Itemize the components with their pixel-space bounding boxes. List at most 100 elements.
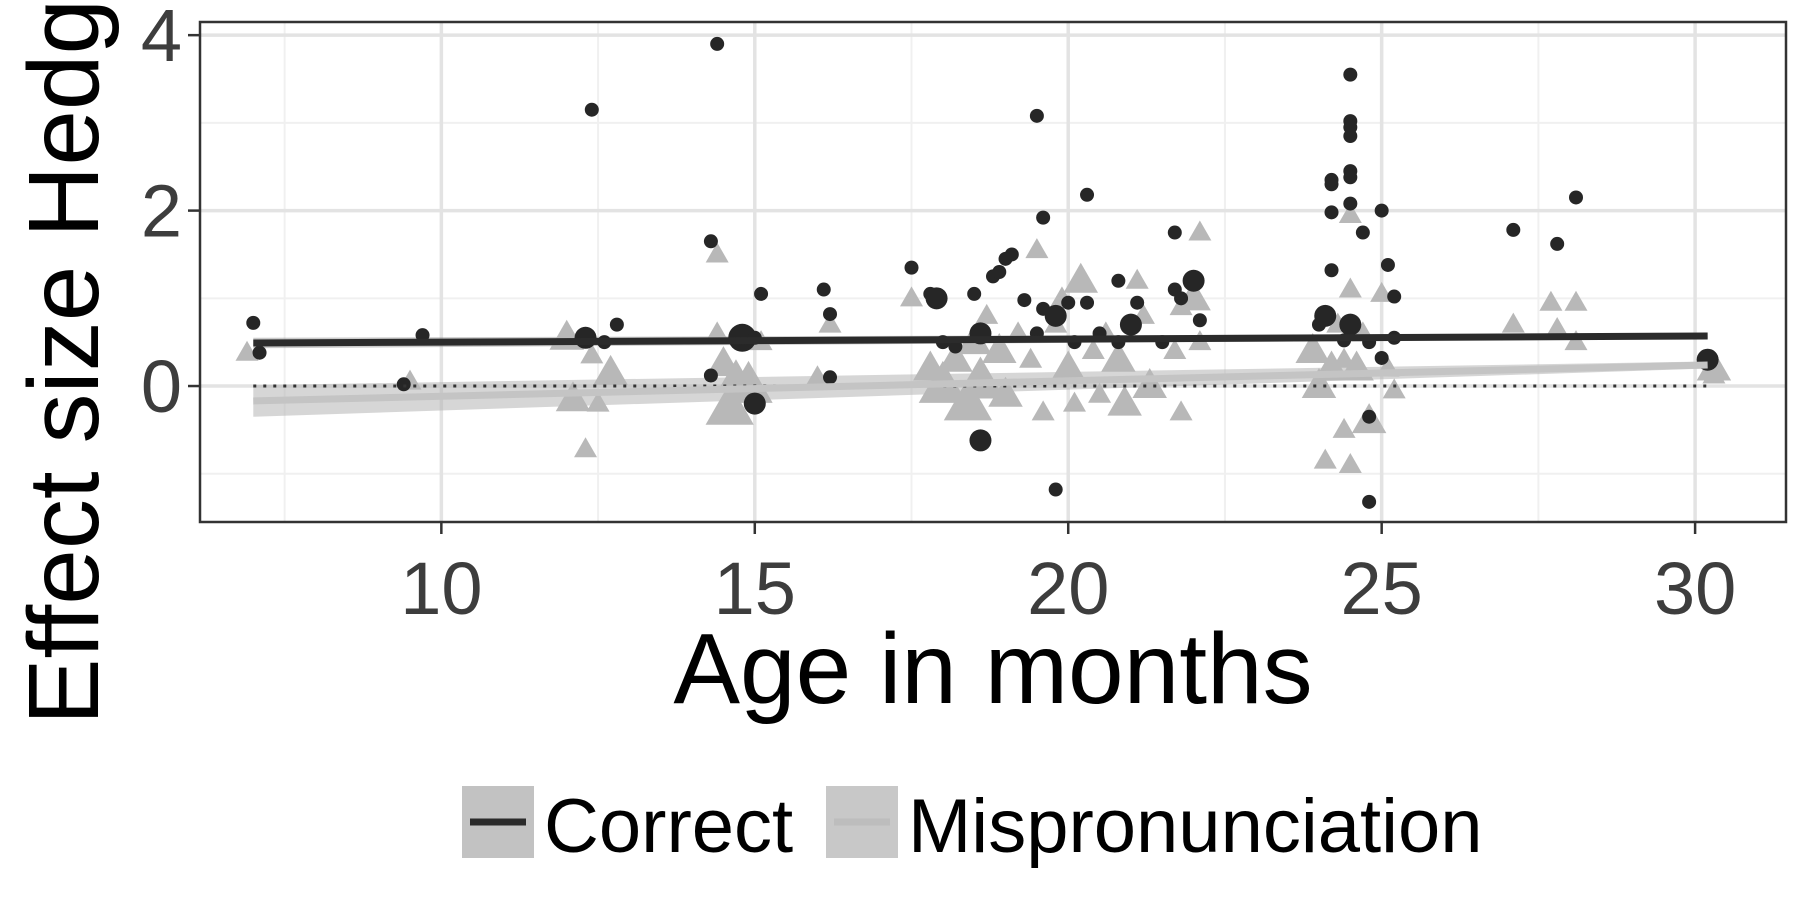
correct-point [1362,494,1377,509]
correct-point [396,377,411,392]
mispronunciation-point [1332,417,1356,438]
correct-point [1044,304,1067,327]
correct-point [743,392,766,415]
mispronunciation-point [1050,350,1086,381]
correct-point [1314,304,1337,327]
legend: Correct Mispronunciation [462,784,1483,869]
legend-label-mispronunciation: Mispronunciation [908,784,1483,869]
legend-label-correct: Correct [544,784,793,869]
correct-point [415,328,430,343]
mispronunciation-point [705,321,729,342]
correct-point [1374,350,1389,365]
mispronunciation-point [1301,368,1337,399]
correct-point [1343,129,1358,144]
mispronunciation-point [1313,448,1337,469]
fit-line-mispronunciation [253,361,1708,405]
correct-point [1130,295,1145,310]
x-tick-label: 15 [714,547,796,630]
x-tick-label: 10 [400,547,482,630]
mispronunciation-point [1539,290,1563,311]
mispronunciation-point [1501,312,1525,333]
mispronunciation-point [943,378,993,421]
mispronunciation-point [1107,385,1142,416]
mispronunciation-point [1545,317,1569,338]
correct-point [1036,210,1051,225]
correct-point [584,102,599,117]
correct-point [710,36,725,51]
mispronunciation-point [1382,378,1406,399]
mispronunciation-point [1081,338,1105,359]
correct-point [1343,67,1358,82]
x-tick-label: 30 [1654,547,1736,630]
axis-ticks: 10 15 20 25 30 0 2 4 [141,0,1736,630]
correct-point [1119,313,1142,336]
panel-border [198,20,1788,524]
correct-point [754,286,769,301]
mispronunciation-point [705,242,729,263]
mispronunciation-point [1564,330,1588,351]
correct-point [823,370,838,385]
correct-point [1374,203,1389,218]
correct-point [969,429,992,452]
correct-point [1343,170,1358,185]
correct-point [1182,269,1205,292]
correct-point [1324,172,1339,187]
mispronunciation-point [574,437,598,458]
mispronunciation-point [1019,347,1043,368]
correct-point [1029,108,1044,123]
correct-point [1004,247,1019,262]
correct-point [1167,225,1182,240]
mispronunciation-point [593,354,628,385]
correct-point [1550,236,1565,251]
correct-point [1111,273,1126,288]
mispronunciation-point [235,340,259,361]
correct-point [1080,187,1095,202]
x-tick-label: 20 [1027,547,1109,630]
x-axis-title: Age in months [673,613,1312,725]
mispronunciation-point [705,382,754,425]
mispronunciation-point [938,341,973,372]
correct-point [1568,190,1583,205]
mispronunciation-point [956,356,1005,399]
mispronunciation-point [1132,368,1167,399]
mispronunciation-point [1338,277,1362,298]
mispronunciation-point [1163,338,1187,359]
correct-point [1343,196,1358,211]
mispronunciation-point [1031,400,1055,421]
mispronunciation-point [1295,332,1330,363]
mispronunciation-point [988,376,1023,407]
correct-point [823,307,838,322]
regression-lines [253,332,1708,405]
correct-point [816,282,831,297]
correct-point [904,260,919,275]
correct-point [1017,293,1032,308]
y-axis-title: Effect size Hedg [8,0,120,725]
mispronunciation-point [1125,268,1149,289]
mispronunciation-point [982,332,1017,363]
mispronunciation-point [586,391,610,412]
correct-point [609,317,624,332]
mispronunciation-point [1188,220,1212,241]
correct-point [246,315,261,330]
correct-point [925,287,948,310]
correct-point [992,265,1007,279]
mispronunciation-point [1169,400,1193,421]
correct-point [1362,409,1377,424]
correct-point [252,345,267,360]
mispronunciation-point [1088,382,1112,403]
mispronunciation-point [1338,452,1362,473]
y-tick-label: 2 [141,170,182,253]
mispronunciation-point [818,312,842,333]
correct-point [1324,263,1339,278]
correct-point [574,326,597,349]
correct-point [1506,222,1521,237]
mispronunciation-point [580,343,604,364]
correct-point [1324,205,1339,220]
correct-point [1380,257,1395,272]
correct-point [1061,295,1076,310]
mispronunciation-point [1101,341,1136,372]
correct-point [1339,313,1362,336]
correct-point [703,368,718,383]
x-tick-label: 25 [1341,547,1423,630]
